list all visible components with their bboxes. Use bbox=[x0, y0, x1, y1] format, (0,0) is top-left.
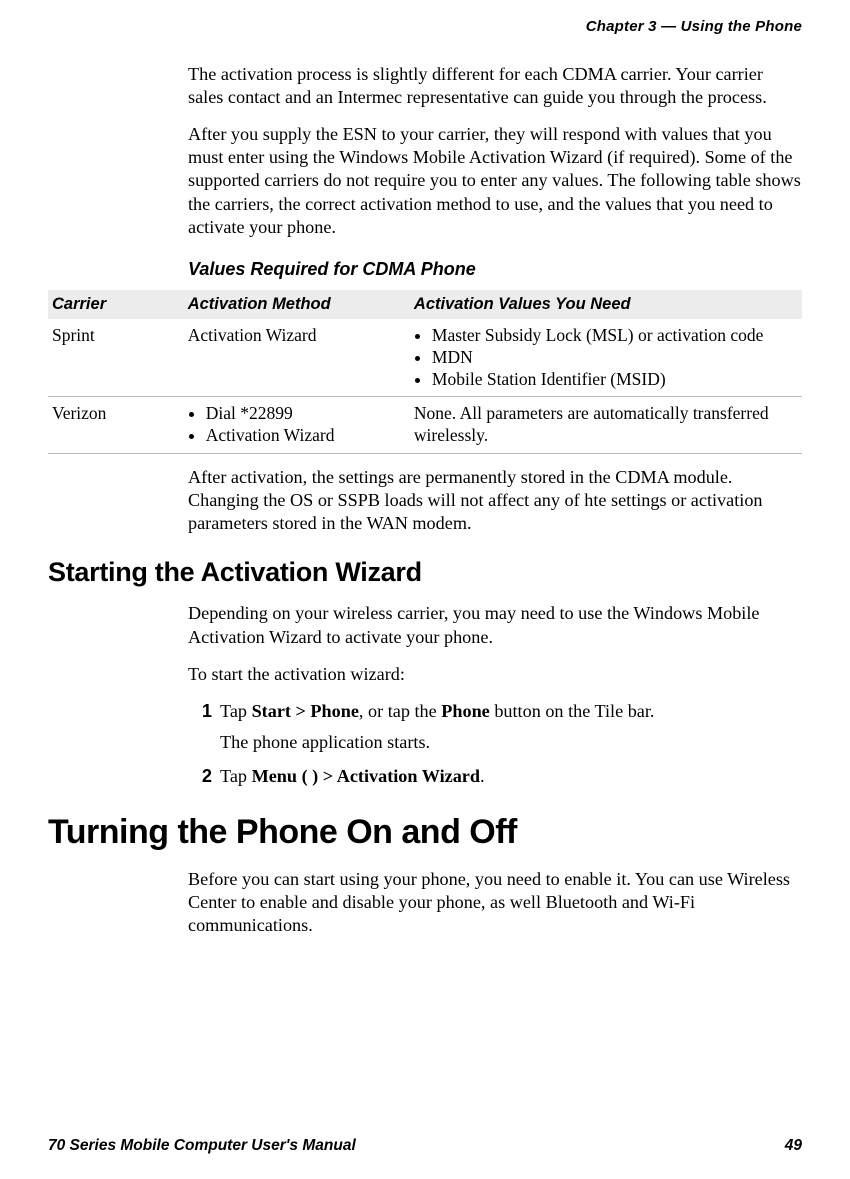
table-caption: Values Required for CDMA Phone bbox=[188, 259, 802, 280]
step-bold: Phone bbox=[441, 701, 490, 721]
cdma-values-table: Carrier Activation Method Activation Val… bbox=[48, 290, 802, 454]
step-1: 1 Tap Start > Phone, or tap the Phone bu… bbox=[188, 700, 802, 724]
step-number: 1 bbox=[188, 700, 212, 724]
wizard-paragraph-2: To start the activation wizard: bbox=[188, 663, 802, 686]
wizard-paragraph-1: Depending on your wireless carrier, you … bbox=[188, 602, 802, 648]
power-paragraph: Before you can start using your phone, y… bbox=[188, 868, 802, 937]
step-number: 2 bbox=[188, 765, 212, 789]
value-item: MDN bbox=[432, 347, 794, 369]
heading-phone-on-off: Turning the Phone On and Off bbox=[48, 813, 802, 852]
cell-method: Activation Wizard bbox=[184, 319, 410, 397]
cell-carrier: Sprint bbox=[48, 319, 184, 397]
intro-paragraph-2: After you supply the ESN to your carrier… bbox=[188, 123, 802, 239]
step-text: button on the Tile bar. bbox=[490, 701, 655, 721]
cell-carrier: Verizon bbox=[48, 397, 184, 454]
step-bold: Start > Phone bbox=[252, 701, 359, 721]
cell-method: Dial *22899 Activation Wizard bbox=[184, 397, 410, 454]
footer-title: 70 Series Mobile Computer User's Manual bbox=[48, 1137, 356, 1155]
heading-activation-wizard: Starting the Activation Wizard bbox=[48, 557, 802, 588]
value-item: Mobile Station Identifier (MSID) bbox=[432, 369, 794, 391]
col-values: Activation Values You Need bbox=[410, 290, 802, 319]
step-body: Tap Start > Phone, or tap the Phone butt… bbox=[220, 700, 802, 724]
cell-values: None. All parameters are automatically t… bbox=[410, 397, 802, 454]
after-table-paragraph: After activation, the settings are perma… bbox=[188, 466, 802, 535]
step-text: Tap bbox=[220, 701, 252, 721]
table-row: Sprint Activation Wizard Master Subsidy … bbox=[48, 319, 802, 397]
method-item: Activation Wizard bbox=[206, 425, 402, 447]
step-bold: Menu ( ) > Activation Wizard bbox=[252, 766, 480, 786]
col-method: Activation Method bbox=[184, 290, 410, 319]
method-item: Dial *22899 bbox=[206, 403, 402, 425]
value-item: Master Subsidy Lock (MSL) or activation … bbox=[432, 325, 794, 347]
running-header: Chapter 3 — Using the Phone bbox=[48, 18, 802, 35]
intro-paragraph-1: The activation process is slightly diffe… bbox=[188, 63, 802, 109]
table-row: Verizon Dial *22899 Activation Wizard No… bbox=[48, 397, 802, 454]
cell-values: Master Subsidy Lock (MSL) or activation … bbox=[410, 319, 802, 397]
step-2: 2 Tap Menu ( ) > Activation Wizard. bbox=[188, 765, 802, 789]
step-text: . bbox=[480, 766, 485, 786]
table-header-row: Carrier Activation Method Activation Val… bbox=[48, 290, 802, 319]
col-carrier: Carrier bbox=[48, 290, 184, 319]
step-1-sub: The phone application starts. bbox=[220, 731, 802, 755]
step-text: , or tap the bbox=[359, 701, 441, 721]
step-body: Tap Menu ( ) > Activation Wizard. bbox=[220, 765, 802, 789]
step-text: Tap bbox=[220, 766, 252, 786]
footer-page-number: 49 bbox=[785, 1137, 802, 1155]
